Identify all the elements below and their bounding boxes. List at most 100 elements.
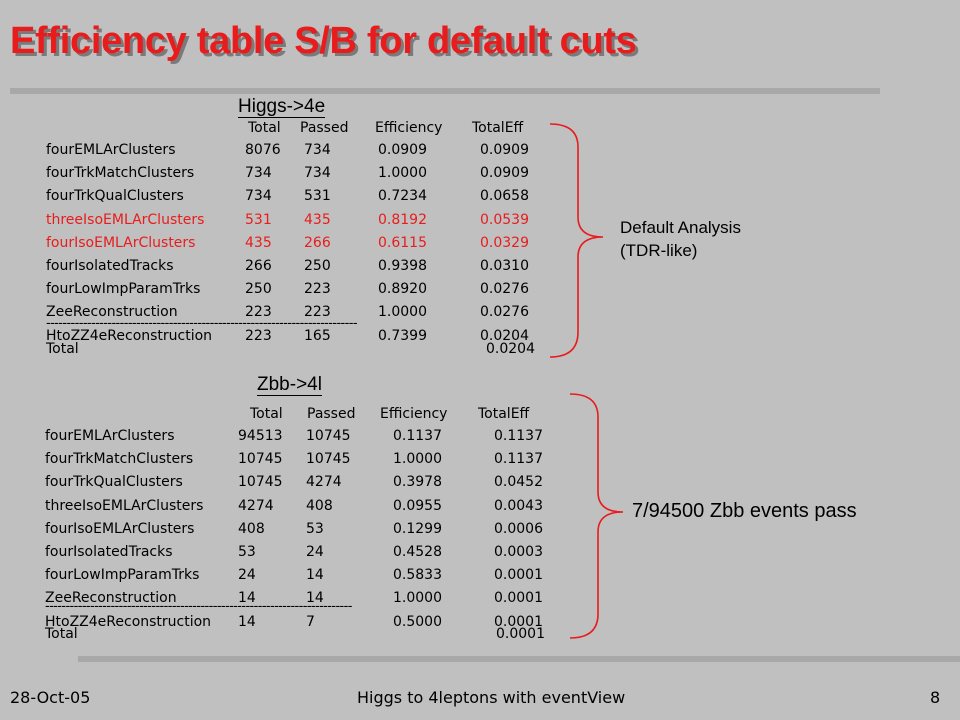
zbb-brace — [569, 393, 624, 639]
higgs-brace — [549, 123, 604, 358]
top-divider — [10, 88, 880, 94]
zbb-row-efficiency: 1.0000 — [393, 451, 442, 468]
higgs-row-passed: 165 — [304, 327, 331, 344]
zbb-header-totaleff: TotalEff — [478, 406, 530, 422]
higgs-row-name: HtoZZ4eReconstruction — [46, 327, 213, 344]
zbb-row-efficiency: 0.5000 — [393, 613, 442, 630]
higgs-row-total: 734 — [245, 165, 272, 182]
zbb-row-total: 4274 — [238, 497, 274, 514]
higgs-row-efficiency: 1.0000 — [378, 165, 427, 182]
higgs-row-totaleff: 0.0539 — [480, 211, 529, 228]
higgs-row-efficiency: 0.6115 — [378, 234, 427, 251]
zbb-row-passed: 24 — [306, 544, 324, 560]
footer-page-number: 8 — [930, 688, 941, 707]
higgs-row-name: threeIsoEMLArClusters — [46, 211, 205, 228]
zbb-row-totaleff: 0.0001 — [494, 613, 543, 630]
higgs-row-total: 223 — [245, 304, 272, 321]
higgs-total-value: 0.0204 — [486, 341, 535, 357]
zbb-row-total: 10745 — [238, 474, 283, 491]
zbb-row-efficiency: 1.0000 — [393, 590, 442, 607]
zbb-row-efficiency: 0.1299 — [393, 520, 442, 537]
zbb-row-name: fourIsoEMLArClusters — [45, 520, 195, 537]
zbb-row-passed: 408 — [306, 497, 333, 514]
zbb-row-total: 14 — [238, 590, 256, 607]
higgs-row-efficiency: 0.0909 — [378, 142, 427, 158]
higgs-row-passed: 435 — [304, 211, 331, 228]
zbb-row-totaleff: 0.0043 — [494, 497, 543, 514]
higgs-row-total: 250 — [245, 281, 272, 298]
bottom-divider — [78, 656, 960, 662]
higgs-row-totaleff: 0.0658 — [480, 188, 529, 205]
higgs-row-efficiency: 1.0000 — [378, 304, 427, 321]
higgs-row-passed: 223 — [304, 281, 331, 298]
zbb-row-name: fourLowImpParamTrks — [45, 567, 200, 584]
zbb-row-efficiency: 0.0955 — [393, 497, 442, 514]
zbb-row-totaleff: 0.0001 — [494, 567, 543, 584]
zbb-row-name: fourEMLArClusters — [45, 428, 175, 444]
zbb-row-efficiency: 0.3978 — [393, 474, 442, 491]
zbb-row-totaleff: 0.0003 — [494, 544, 543, 560]
zbb-row-total: 53 — [238, 544, 256, 560]
zbb-row-passed: 10745 — [306, 428, 351, 444]
zbb-row-name: fourTrkMatchClusters — [45, 451, 194, 468]
higgs-row-passed: 223 — [304, 304, 331, 321]
higgs-row-total: 531 — [245, 211, 272, 228]
higgs-row-name: fourIsoEMLArClusters — [46, 234, 196, 251]
higgs-row-passed: 266 — [304, 234, 331, 251]
higgs-total-label: Total — [46, 341, 79, 357]
higgs-row-totaleff: 0.0909 — [480, 165, 529, 182]
higgs-row-total: 435 — [245, 234, 272, 251]
higgs-row-total: 266 — [245, 258, 272, 274]
zbb-row-passed: 14 — [306, 567, 324, 584]
zbb-row-efficiency: 0.4528 — [393, 544, 442, 560]
higgs-row-name: fourEMLArClusters — [46, 142, 176, 158]
higgs-row-total: 734 — [245, 188, 272, 205]
higgs-row-efficiency: 0.8920 — [378, 281, 427, 298]
zbb-row-total: 94513 — [238, 428, 283, 444]
slide-title: Efficiency table S/B for default cuts — [10, 20, 637, 62]
zbb-row-name: threeIsoEMLArClusters — [45, 497, 204, 514]
zbb-row-passed: 10745 — [306, 451, 351, 468]
footer-date: 28-Oct-05 — [10, 688, 91, 707]
higgs-row-totaleff: 0.0909 — [480, 142, 529, 158]
zbb-row-passed: 7 — [306, 613, 315, 630]
higgs-row-totaleff: 0.0276 — [480, 281, 529, 298]
zbb-row-passed: 14 — [306, 590, 324, 607]
higgs-row-name: fourLowImpParamTrks — [46, 281, 201, 298]
zbb-row-efficiency: 0.5833 — [393, 567, 442, 584]
zbb-row-total: 408 — [238, 520, 265, 537]
higgs-header-total: Total — [248, 120, 281, 136]
higgs-row-efficiency: 0.9398 — [378, 258, 427, 274]
higgs-header-totaleff: TotalEff — [472, 120, 524, 136]
higgs-row-name: fourTrkQualClusters — [46, 188, 184, 205]
zbb-row-passed: 4274 — [306, 474, 342, 491]
zbb-row-name: HtoZZ4eReconstruction — [45, 613, 212, 630]
zbb-header-efficiency: Efficiency — [380, 406, 448, 422]
zbb-separator: ----------------------------------------… — [45, 599, 352, 614]
footer-title: Higgs to 4leptons with eventView — [357, 688, 626, 707]
higgs-row-total: 8076 — [245, 142, 281, 158]
zbb-section-label: Zbb->4l — [257, 374, 322, 396]
zbb-row-passed: 53 — [306, 520, 324, 537]
zbb-total-value: 0.0001 — [496, 626, 545, 642]
zbb-pass-note: 7/94500 Zbb events pass — [632, 500, 857, 522]
higgs-row-efficiency: 0.7399 — [378, 327, 427, 344]
higgs-header-passed: Passed — [300, 120, 349, 136]
default-analysis-note-line1: Default Analysis — [620, 218, 741, 237]
higgs-row-name: fourIsolatedTracks — [46, 258, 174, 274]
higgs-row-totaleff: 0.0310 — [480, 258, 529, 274]
zbb-row-totaleff: 0.0001 — [494, 590, 543, 607]
higgs-row-efficiency: 0.8192 — [378, 211, 427, 228]
zbb-header-passed: Passed — [307, 406, 356, 422]
default-analysis-note: Default Analysis (TDR-like) — [620, 216, 741, 262]
zbb-row-totaleff: 0.0006 — [494, 520, 543, 537]
higgs-row-passed: 250 — [304, 258, 331, 274]
higgs-row-totaleff: 0.0329 — [480, 234, 529, 251]
higgs-row-passed: 734 — [304, 142, 331, 158]
default-analysis-note-line2: (TDR-like) — [620, 241, 698, 260]
zbb-header-total: Total — [250, 406, 283, 422]
higgs-section-label: Higgs->4e — [238, 96, 326, 118]
higgs-row-name: fourTrkMatchClusters — [46, 165, 195, 182]
higgs-row-passed: 734 — [304, 165, 331, 182]
higgs-row-totaleff: 0.0276 — [480, 304, 529, 321]
